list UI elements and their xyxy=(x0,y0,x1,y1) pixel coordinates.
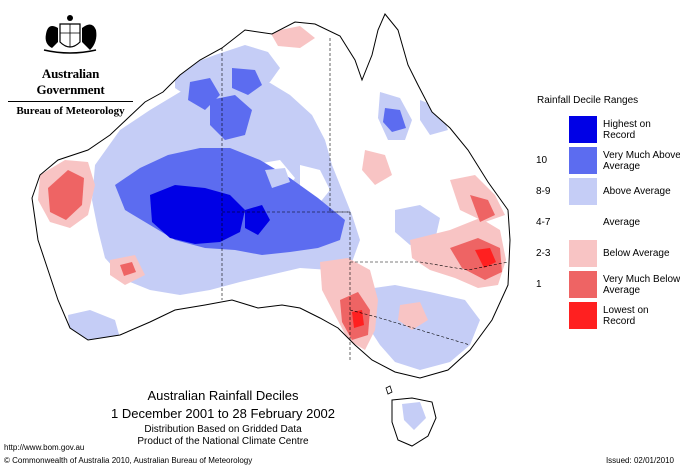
legend-row: Highest on Record xyxy=(536,116,676,144)
header-logo: Australian Government Bureau of Meteorol… xyxy=(8,8,133,117)
mainland xyxy=(31,13,511,379)
legend-label: Highest on Record xyxy=(603,118,651,141)
map-period: 1 December 2001 to 28 February 2002 xyxy=(110,406,336,421)
legend-label: Above Average xyxy=(603,186,671,197)
legend-row: 2-3 Below Average xyxy=(536,240,676,268)
map-titles: Australian Rainfall Deciles 1 December 2… xyxy=(98,388,348,447)
map-title: Australian Rainfall Deciles xyxy=(147,388,299,403)
website-url[interactable]: http://www.bom.gov.au xyxy=(4,443,85,452)
legend-decile-code: 4-7 xyxy=(536,217,551,228)
legend-color-swatch xyxy=(569,147,597,174)
legend-title: Rainfall Decile Ranges xyxy=(537,95,639,106)
legend-row: 8-9 Above Average xyxy=(536,178,676,206)
legend-row: 1 Very Much Below Average xyxy=(536,271,680,299)
legend-row: 10 Very Much Above Average xyxy=(536,147,680,175)
tasmania xyxy=(385,385,437,447)
legend-color-swatch xyxy=(569,116,597,143)
map-note-gridded: Distribution Based on Gridded Data xyxy=(144,424,302,435)
legend-label: Below Average xyxy=(603,248,670,259)
copyright-text: © Commonwealth of Australia 2010, Austra… xyxy=(4,456,253,465)
legend-decile-code: 1 xyxy=(536,279,542,290)
government-name: Australian Government xyxy=(8,66,133,102)
legend-decile-code: 2-3 xyxy=(536,248,551,259)
legend-decile-code: 8-9 xyxy=(536,186,551,197)
legend-label: Very Much Below Average xyxy=(603,273,680,296)
legend-label: Average xyxy=(603,217,641,228)
legend-color-swatch xyxy=(569,240,597,267)
legend-row: 4-7 Average xyxy=(536,209,676,237)
legend-color-swatch xyxy=(569,271,597,298)
legend-row: Lowest on Record xyxy=(536,302,676,330)
legend-color-swatch xyxy=(569,209,597,236)
map-note-product: Product of the National Climate Centre xyxy=(137,436,309,447)
coat-of-arms-icon xyxy=(43,15,97,54)
legend-color-swatch xyxy=(569,302,597,329)
issued-date: Issued: 02/01/2010 xyxy=(605,456,674,465)
legend-color-swatch xyxy=(569,178,597,205)
legend-label: Very Much Above Average xyxy=(603,149,680,172)
bureau-name: Bureau of Meteorology xyxy=(16,105,125,117)
legend-decile-code: 10 xyxy=(536,155,548,166)
legend-label: Lowest on Record xyxy=(603,304,649,327)
